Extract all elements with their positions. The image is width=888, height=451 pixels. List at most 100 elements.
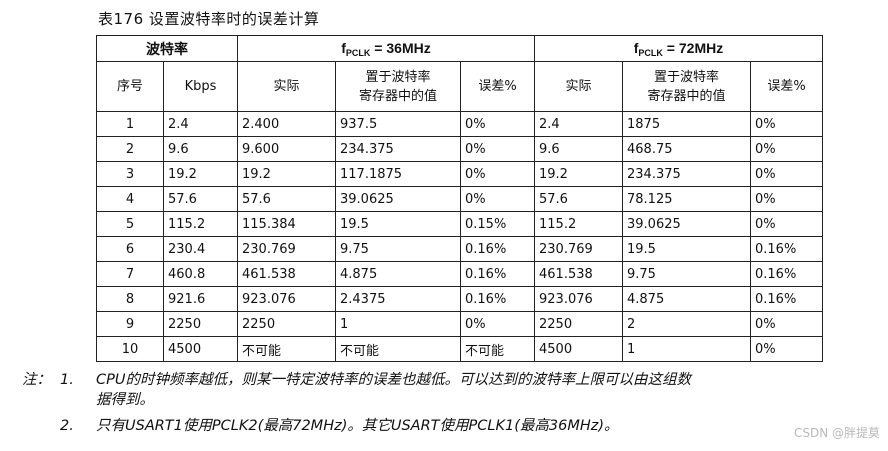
table-cell: 不可能 (335, 336, 461, 362)
table-cell: 923.076 (237, 286, 336, 312)
pclk-72mhz-header: fPCLK = 72MHz (534, 35, 823, 62)
table-cell: 460.8 (163, 261, 238, 287)
note-text: 只有USART1使用PCLK2(最高72MHz)。其它USART使用PCLK1(… (96, 418, 619, 434)
table-cell: 57.6 (163, 186, 238, 212)
table-row: 1 2.4 2.400 937.5 0% 2.4 1875 0% (96, 111, 823, 137)
table-cell: 0.16% (460, 236, 535, 262)
table-cell: 78.125 (622, 186, 751, 212)
table-cell: 7 (96, 261, 164, 287)
table-cell: 19.2 (163, 161, 238, 187)
table-cell: 5 (96, 211, 164, 237)
table-cell: 2.400 (237, 111, 336, 137)
col-register-72-header: 置于波特率 寄存器中的值 (622, 61, 751, 112)
table-cell: 2250 (534, 311, 623, 337)
table-cell: 0% (750, 111, 823, 137)
table-cell: 115.2 (163, 211, 238, 237)
header-row-columns: 序号 Kbps 实际 置于波特率 寄存器中的值 误差% 实际 置于波特率 寄存器中的… (96, 61, 823, 112)
table-cell: 19.5 (622, 236, 751, 262)
table-cell: 9 (96, 311, 164, 337)
table-cell: 39.0625 (335, 186, 461, 212)
table-cell: 0% (750, 211, 823, 237)
table-cell: 不可能 (237, 336, 336, 362)
table-cell: 468.75 (622, 136, 751, 162)
col-error-36-header: 误差% (460, 61, 535, 112)
table-cell: 2 (96, 136, 164, 162)
table-cell: 0% (750, 311, 823, 337)
table-cell: 0.16% (460, 286, 535, 312)
col-kbps-header: Kbps (163, 61, 238, 112)
table-cell: 4 (96, 186, 164, 212)
baud-rate-header: 波特率 (96, 35, 238, 62)
table-cell: 2250 (237, 311, 336, 337)
table-cell: 1875 (622, 111, 751, 137)
table-cell: 0% (460, 161, 535, 187)
table-cell: 4500 (534, 336, 623, 362)
table-cell: 3 (96, 161, 164, 187)
table-cell: 8 (96, 286, 164, 312)
table-cell: 57.6 (237, 186, 336, 212)
table-cell: 230.769 (534, 236, 623, 262)
table-cell: 19.2 (237, 161, 336, 187)
table-cell: 4.875 (335, 261, 461, 287)
table-cell: 10 (96, 336, 164, 362)
table-cell: 2 (622, 311, 751, 337)
notes: 注： 1. CPU的时钟频率越低，则某一特定波特率的误差也越低。可以达到的波特率… (22, 370, 856, 436)
table-cell: 234.375 (622, 161, 751, 187)
baud-rate-error-table: 波特率 fPCLK = 36MHz fPCLK = 72MHz 序号 Kbps … (96, 35, 823, 362)
table-cell: 0.15% (460, 211, 535, 237)
table-cell: 4500 (163, 336, 238, 362)
table-cell: 0.16% (750, 261, 823, 287)
note-number: 1. (60, 372, 74, 388)
pclk-36mhz-header: fPCLK = 36MHz (237, 35, 535, 62)
table-cell: 19.5 (335, 211, 461, 237)
col-register-36-header: 置于波特率 寄存器中的值 (335, 61, 461, 112)
note-text: CPU的时钟频率越低，则某一特定波特率的误差也越低。可以达到的波特率上限可以由这… (96, 372, 691, 408)
table-cell: 0% (750, 161, 823, 187)
table-row: 7 460.8 461.538 4.875 0.16% 461.538 9.75 0.16% (96, 261, 823, 287)
note-number: 2. (60, 418, 74, 434)
table-cell: 57.6 (534, 186, 623, 212)
note-item-1: 注： 1. CPU的时钟频率越低，则某一特定波特率的误差也越低。可以达到的波特率… (22, 370, 856, 410)
table-cell: 461.538 (237, 261, 336, 287)
table-cell: 不可能 (460, 336, 535, 362)
table-cell: 234.375 (335, 136, 461, 162)
table-cell: 461.538 (534, 261, 623, 287)
table-row: 2 9.6 9.600 234.375 0% 9.6 468.75 0% (96, 136, 823, 162)
col-error-72-header: 误差% (750, 61, 823, 112)
col-index-header: 序号 (96, 61, 164, 112)
table-row: 6 230.4 230.769 9.75 0.16% 230.769 19.5 0.16% (96, 236, 823, 262)
table-cell: 6 (96, 236, 164, 262)
table-cell: 1 (622, 336, 751, 362)
table-cell: 115.2 (534, 211, 623, 237)
table-cell: 9.75 (622, 261, 751, 287)
table-cell: 9.6 (534, 136, 623, 162)
table-cell: 1 (335, 311, 461, 337)
table-row: 3 19.2 19.2 117.1875 0% 19.2 234.375 0% (96, 161, 823, 187)
table-cell: 921.6 (163, 286, 238, 312)
table-cell: 117.1875 (335, 161, 461, 187)
notes-label: 注： (22, 372, 51, 388)
header-row-group: 波特率 fPCLK = 36MHz fPCLK = 72MHz (96, 35, 823, 62)
table-row: 10 4500 不可能 不可能 不可能 4500 1 0% (96, 336, 823, 362)
table-cell: 39.0625 (622, 211, 751, 237)
table-cell: 0% (460, 186, 535, 212)
table-row: 4 57.6 57.6 39.0625 0% 57.6 78.125 0% (96, 186, 823, 212)
table-cell: 2250 (163, 311, 238, 337)
table-cell: 937.5 (335, 111, 461, 137)
table-cell: 19.2 (534, 161, 623, 187)
table-cell: 2.4375 (335, 286, 461, 312)
table-caption: 表176 设置波特率时的误差计算 (98, 10, 320, 28)
table-cell: 230.769 (237, 236, 336, 262)
table-cell: 4.875 (622, 286, 751, 312)
table-cell: 0% (460, 136, 535, 162)
table-cell: 9.600 (237, 136, 336, 162)
watermark: CSDN @胖提莫 (793, 426, 880, 440)
table-cell: 0.16% (750, 236, 823, 262)
table-cell: 0.16% (750, 286, 823, 312)
table-cell: 2.4 (534, 111, 623, 137)
table-row: 9 2250 2250 1 0% 2250 2 0% (96, 311, 823, 337)
table-cell: 0% (460, 111, 535, 137)
table-cell: 115.384 (237, 211, 336, 237)
table-row: 8 921.6 923.076 2.4375 0.16% 923.076 4.875 0.16… (96, 286, 823, 312)
table-cell: 0% (750, 336, 823, 362)
